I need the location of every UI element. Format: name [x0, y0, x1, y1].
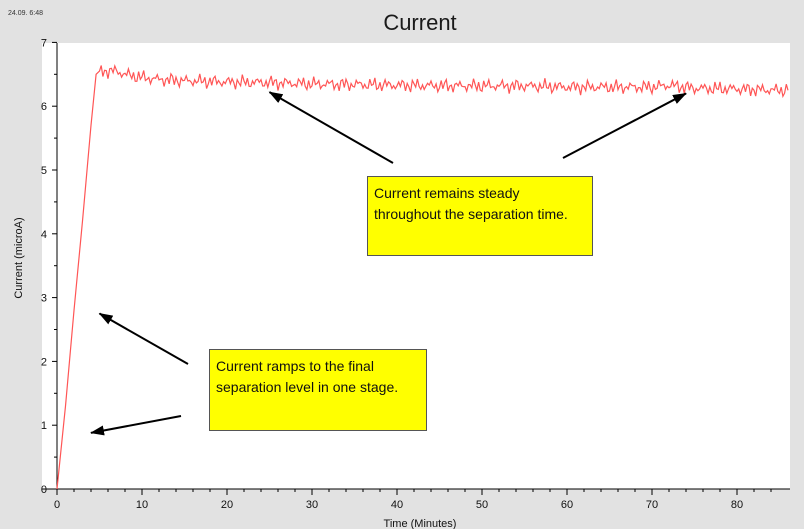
y-axis-label: Current (microA) — [13, 217, 25, 298]
annotation-arrow-ramp-lower — [90, 415, 182, 436]
chart-title: Current — [383, 10, 457, 35]
x-tick-label: 80 — [731, 499, 743, 511]
y-tick-label: 6 — [41, 101, 47, 113]
y-tick-label: 2 — [41, 356, 47, 368]
annotation-arrow-steady-right — [562, 92, 687, 159]
annotation-ramp-callout: Current ramps to the final separation le… — [209, 349, 427, 431]
annotation-arrow-ramp-upper — [98, 312, 189, 365]
annotation-steady-callout: Current remains steady throughout the se… — [367, 176, 593, 256]
y-tick-label: 5 — [41, 165, 47, 177]
annotation-arrow-steady-left — [268, 91, 394, 164]
x-axis-label: Time (Minutes) — [384, 518, 457, 529]
x-tick-label: 30 — [306, 499, 318, 511]
y-tick-label: 0 — [41, 484, 47, 496]
chart-timestamp: 24.09. 6:48 — [8, 10, 44, 17]
x-tick-label: 40 — [391, 499, 403, 511]
y-tick-label: 4 — [41, 229, 47, 241]
x-tick-label: 50 — [476, 499, 488, 511]
x-tick-label: 60 — [561, 499, 573, 511]
y-tick-label: 3 — [41, 293, 47, 305]
x-tick-label: 10 — [136, 499, 148, 511]
x-tick-label: 20 — [221, 499, 233, 511]
series-line-current — [56, 63, 789, 490]
y-tick-label: 1 — [41, 420, 47, 432]
x-tick-label: 0 — [54, 499, 60, 511]
x-tick-label: 70 — [646, 499, 658, 511]
y-tick-label: 7 — [41, 37, 47, 49]
